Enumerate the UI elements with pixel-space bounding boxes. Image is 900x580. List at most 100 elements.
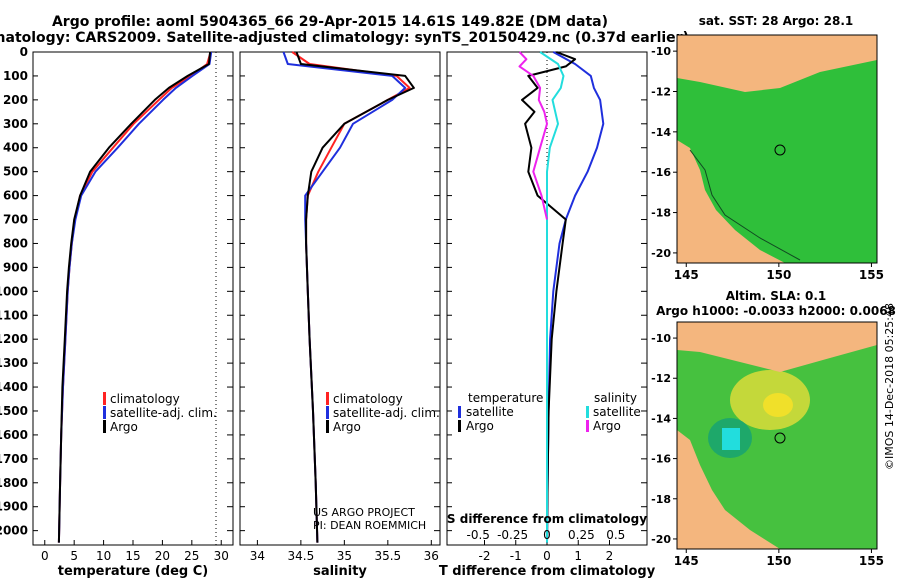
map-y-tick-label: -20 [651,533,671,546]
x-tick-label: 35.5 [374,549,401,563]
x-tick-label: 30 [214,549,229,563]
depth-tick-label: 1100 [0,308,28,322]
map-y-tick-label: -10 [651,332,671,345]
depth-tick-label: 1200 [0,332,28,346]
legend-label-argo: Argo [333,420,361,434]
temperature-x-label: temperature (deg C) [58,564,208,579]
depth-tick-label: 2000 [0,524,28,538]
legend-swatch-climatology [103,392,106,405]
sst-map-shelf-contour [689,149,801,261]
legend-title-salinity: salinity [594,391,637,405]
depth-tick-label: 1600 [0,428,28,442]
legend-title-temperature: temperature [468,391,543,405]
map-x-tick-label: 155 [859,268,884,282]
x-tick-label: 34 [250,549,265,563]
depth-tick-label: 1300 [0,356,28,370]
t-difference-x-label: T difference from climatology [439,564,656,579]
map-y-tick-label: -18 [651,493,671,506]
salinity-x-label: salinity [313,564,367,579]
legend-swatch-argo [326,420,329,433]
map-x-tick-label: 150 [766,268,791,282]
s-tick-label: -0.25 [497,528,528,542]
legend-label-climatology: climatology [333,392,403,406]
map1-title: sat. SST: 28 Argo: 28.1 [699,14,853,28]
depth-tick-label: 900 [3,260,28,274]
x-tick-label: 0 [543,549,551,563]
legend-swatch-climatology [326,392,329,405]
temperature-series [57,51,213,543]
x-tick-label: 0 [41,549,49,563]
difference-series [518,51,605,543]
title-line-1: Argo profile: aoml 5904365_66 29-Apr-201… [52,14,608,30]
sst-map-frame [676,34,878,264]
depth-tick-label: 100 [3,69,28,83]
legend-label-satellite: satellite-adj. clim. [333,406,440,420]
sla-map-min-anomaly [722,428,740,450]
temperature-x-ticks: 0 5 10 15 20 25 30 [41,549,229,563]
sst-map-land-australia [677,140,785,263]
depth-tick-label: 400 [3,141,28,155]
s-tick-label: -0.5 [467,528,490,542]
legend-swatch-s-satellite [586,406,589,418]
depth-tick-label: 1700 [0,452,28,466]
sla-map-y-ticks: -10 -12 -14 -16 -18 -20 [651,332,677,546]
legend-label-t-argo: Argo [466,419,494,433]
legend-swatch-argo [103,420,106,433]
map-x-tick-label: 145 [674,268,699,282]
depth-axis: 0 100 200 300 400 500 600 700 800 900 1000 1100 1200… [0,45,28,538]
map-x-tick-label: 145 [674,554,699,568]
legend-label-s-satellite: satellite [593,405,641,419]
s-difference-x-label: S difference from climatology [447,512,647,526]
map-y-tick-label: -14 [651,126,671,139]
legend-swatch-t-argo [458,420,461,432]
salinity-series [282,51,415,543]
difference-grid [447,51,647,545]
x-tick-label: 15 [125,549,140,563]
series-line-s-argo [518,51,548,220]
legend-swatch-t-satellite [458,406,461,418]
t-difference-x-ticks: -2 -1 0 1 2 [479,549,614,563]
legend-swatch-s-argo [586,420,589,432]
legend-label-t-satellite: satellite [466,405,514,419]
x-tick-label: 1 [574,549,582,563]
sst-map [676,34,878,264]
temperature-grid [33,51,233,545]
sla-map-land-australia [677,430,780,549]
x-tick-label: 35 [337,549,352,563]
s-tick-label: 0.25 [568,528,595,542]
map2-title-line1: Altim. SLA: 0.1 [726,289,827,303]
depth-tick-label: 1500 [0,404,28,418]
series-line-t-argo [521,51,577,543]
x-tick-label: 20 [155,549,170,563]
x-tick-label: -1 [510,549,522,563]
credit-pi: PI: DEAN ROEMMICH [313,519,426,532]
sst-map-land-north [677,35,877,92]
legend-label-climatology: climatology [110,392,180,406]
title-line-2: Climatology: CARS2009. Satellite-adjuste… [0,30,689,46]
s-tick-label: 0.5 [606,528,625,542]
sst-map-y-ticks: -10 -12 -14 -16 -18 -20 [651,45,677,260]
imos-stamp: ©IMOS 14-Dec-2018 05:25:48 [883,303,896,470]
s-tick-label: 0 [543,528,551,542]
series-line-argo [57,51,212,543]
credit-project: US ARGO PROJECT [313,506,415,519]
depth-tick-label: 1400 [0,380,28,394]
map-y-tick-label: -10 [651,45,671,58]
depth-tick-label: 500 [3,165,28,179]
depth-tick-label: 1000 [0,284,28,298]
sla-map-x-ticks: 145 150 155 [674,549,884,568]
x-tick-label: 5 [70,549,78,563]
temperature-legend: climatology satellite-adj. clim. Argo [103,392,217,434]
legend-swatch-satellite [103,406,106,419]
depth-tick-label: 200 [3,93,28,107]
x-tick-label: -2 [479,549,491,563]
x-tick-label: 34.5 [288,549,315,563]
sst-map-x-ticks: 145 150 155 [674,263,884,282]
depth-tick-label: 600 [3,189,28,203]
map-y-tick-label: -12 [651,85,671,98]
map-y-tick-label: -16 [651,453,671,466]
series-line-s-satellite [539,51,565,543]
sst-map-argo-marker [774,144,786,156]
map-x-tick-label: 150 [766,554,791,568]
